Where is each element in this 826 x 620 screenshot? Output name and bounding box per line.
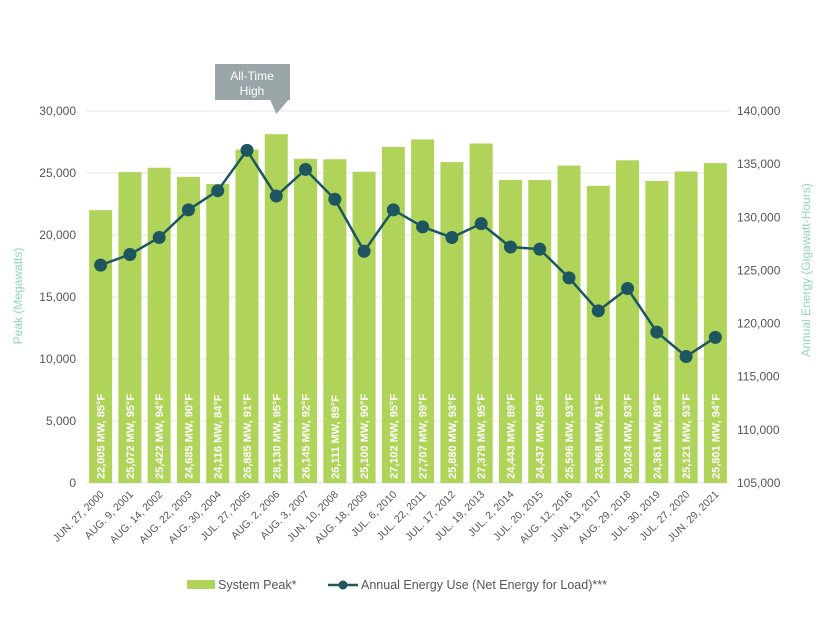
energy-point	[533, 242, 547, 256]
energy-point	[679, 350, 693, 364]
bar-value-label: 25,422 MW, 94°F	[154, 394, 166, 479]
right-tick-label: 140,000	[737, 104, 781, 118]
bar-value-label: 24,443 MW, 89°F	[505, 394, 517, 479]
bar-value-label: 25,121 MW, 93°F	[681, 394, 693, 479]
energy-point	[650, 325, 664, 339]
left-tick-label: 10,000	[39, 352, 76, 366]
right-axis-ticks: 105,000 110,000 115,000 120,000 125,000 130,0…	[737, 104, 781, 490]
right-tick-label: 115,000	[737, 370, 780, 384]
bar-value-label: 24,685 MW, 90°F	[183, 394, 195, 479]
energy-point	[386, 203, 400, 217]
energy-point	[240, 143, 254, 157]
bar	[147, 167, 171, 483]
energy-point	[445, 230, 459, 244]
bar-value-label: 26,024 MW, 93°F	[623, 394, 635, 479]
bar-value-label: 25,100 MW, 90°F	[359, 394, 371, 479]
energy-point	[181, 203, 195, 217]
bar	[616, 160, 640, 483]
energy-point	[503, 240, 517, 254]
energy-point	[562, 271, 576, 285]
legend: System Peak* Annual Energy Use (Net Ener…	[187, 578, 607, 592]
energy-point	[416, 220, 430, 234]
energy-point	[123, 247, 137, 261]
bar	[89, 210, 113, 483]
bar	[557, 165, 581, 483]
bar	[586, 185, 610, 483]
bar	[264, 134, 288, 484]
bar-value-label: 25,801 MW, 94°F	[710, 394, 722, 479]
energy-point	[269, 189, 283, 203]
bar-value-label: 25,072 MW, 95°F	[125, 394, 137, 479]
energy-point	[474, 217, 488, 231]
bar	[206, 183, 230, 483]
bar	[674, 171, 698, 483]
right-axis-title: Annual Energy (Gigawatt-Hours)	[799, 183, 813, 356]
bar-value-label: 24,116 MW, 84°F	[213, 394, 225, 479]
legend-swatch-system-peak	[187, 580, 215, 589]
bar-value-label: 25,880 MW, 93°F	[447, 394, 459, 479]
bar-value-label: 22,005 MW, 85°F	[96, 394, 108, 479]
bar	[703, 163, 727, 483]
bar-value-label: 27,707 MW, 99°F	[418, 394, 430, 479]
energy-point	[152, 230, 166, 244]
bar-value-label: 26,885 MW, 91°F	[242, 394, 254, 479]
bar	[498, 179, 522, 483]
callout-line-2: High	[240, 84, 265, 98]
bar	[235, 149, 259, 483]
bar-value-label: 26,145 MW, 92°F	[301, 394, 313, 479]
energy-point	[591, 304, 605, 318]
bar-value-label: 28,130 MW, 95°F	[271, 394, 283, 479]
bar-value-label: 24,361 MW, 89°F	[652, 394, 664, 479]
left-axis-title: Peak (Megawatts)	[11, 248, 25, 345]
bar-value-label: 26,111 MW, 89°F	[330, 395, 342, 479]
callout-line-1: All-Time	[230, 69, 274, 83]
bar-value-label: 27,379 MW, 95°F	[476, 394, 488, 479]
energy-point	[621, 281, 635, 295]
bar	[323, 159, 347, 483]
left-tick-label: 20,000	[39, 228, 76, 242]
energy-point	[328, 192, 342, 206]
left-axis-ticks: 0 5,000 10,000 15,000 20,000 25,000 30,000	[39, 104, 76, 490]
energy-point	[708, 330, 722, 344]
right-tick-label: 105,000	[737, 476, 781, 490]
bar-value-label: 24,437 MW, 89°F	[535, 394, 547, 479]
bar-labels: 22,005 MW, 85°F 25,072 MW, 95°F 25,422 MW,…	[96, 394, 723, 479]
all-time-high-callout: All-Time High	[215, 64, 290, 114]
callout-box	[215, 64, 290, 114]
left-tick-label: 5,000	[46, 414, 76, 428]
energy-point	[357, 244, 371, 258]
energy-line-path	[100, 148, 717, 359]
bar	[294, 158, 318, 483]
right-tick-label: 125,000	[737, 263, 781, 277]
energy-point	[299, 162, 313, 176]
right-tick-label: 110,000	[737, 423, 780, 437]
left-tick-label: 30,000	[39, 104, 76, 118]
bar	[176, 176, 200, 483]
bar-value-label: 23,968 MW, 91°F	[593, 394, 605, 479]
left-tick-label: 25,000	[39, 166, 76, 180]
right-tick-label: 130,000	[737, 210, 781, 224]
legend-label-energy: Annual Energy Use (Net Energy for Load)*…	[361, 578, 607, 592]
right-tick-label: 135,000	[737, 157, 781, 171]
bar	[440, 162, 464, 483]
legend-marker-energy	[338, 580, 348, 590]
left-tick-label: 15,000	[39, 290, 76, 304]
bar-value-label: 27,102 MW, 95°F	[388, 394, 400, 479]
x-tick-label: JUN. 29, 2021	[666, 489, 722, 545]
legend-label-system-peak: System Peak*	[218, 578, 297, 592]
bar	[381, 146, 405, 484]
energy-point	[211, 184, 225, 198]
bar-value-label: 25,596 MW, 93°F	[564, 394, 576, 479]
left-tick-label: 0	[69, 476, 76, 490]
right-tick-label: 120,000	[737, 317, 781, 331]
energy-line	[94, 143, 722, 364]
energy-point	[94, 258, 108, 272]
